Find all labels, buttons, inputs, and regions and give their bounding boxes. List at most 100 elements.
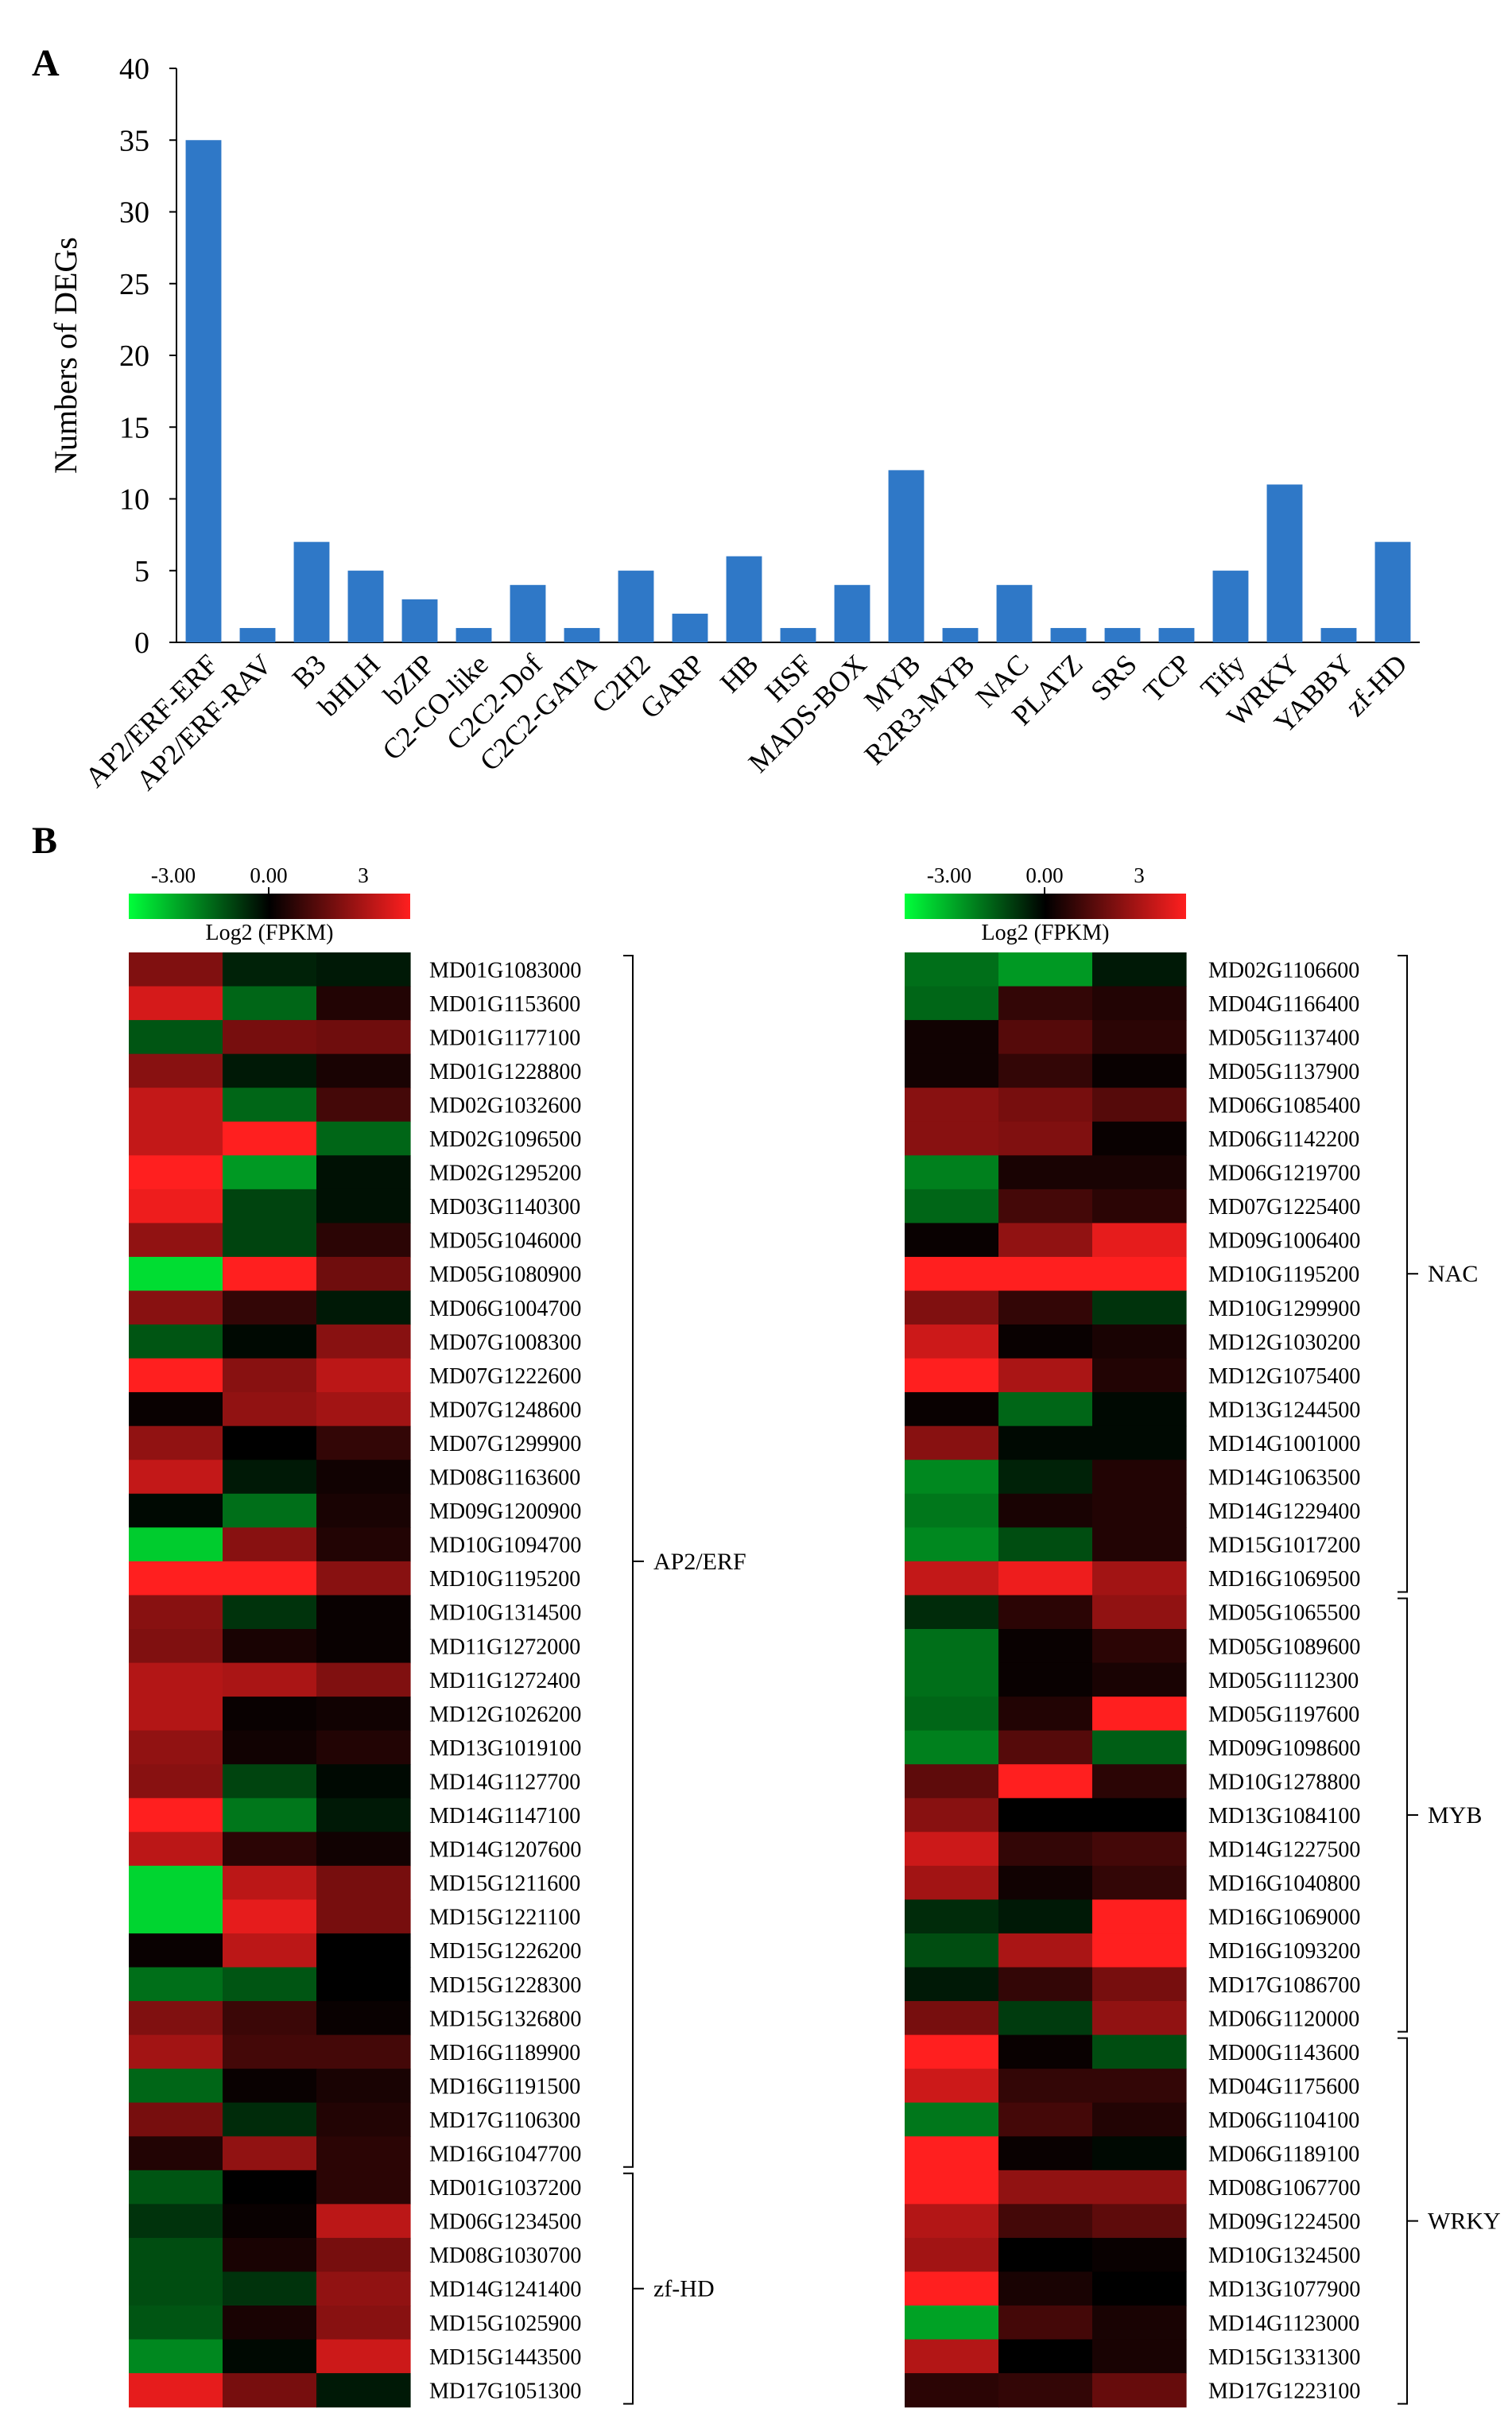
heatmap-cell <box>223 1121 317 1156</box>
gene-label: MD05G1089600 <box>1208 1635 1360 1659</box>
heatmap-cell <box>129 2373 223 2408</box>
gene-label: MD16G1040800 <box>1208 1871 1360 1896</box>
heatmap-cell <box>223 1662 317 1697</box>
heatmap-cell <box>316 1358 411 1393</box>
heatmap-cell <box>316 2339 411 2374</box>
gene-label: MD05G1197600 <box>1208 1702 1359 1727</box>
heatmap-cell <box>905 1629 999 1664</box>
heatmap-cell <box>129 2204 223 2239</box>
heatmap-cell <box>998 1697 1093 1732</box>
heatmap-cell <box>905 1088 999 1123</box>
heatmap-cell <box>316 1053 411 1088</box>
gene-label: MD07G1299900 <box>429 1432 581 1456</box>
heatmap-cell <box>129 1121 223 1156</box>
x-tick-label: bHLH <box>312 648 386 722</box>
group-label-myb: MYB <box>1428 1802 1482 1829</box>
heatmap-cell <box>1092 1020 1187 1055</box>
heatmap-cell <box>998 2373 1093 2408</box>
heatmap-cell <box>223 1899 317 1934</box>
heatmap-cell <box>316 1324 411 1359</box>
heatmap-cell <box>129 1256 223 1292</box>
heatmap-cell <box>998 1358 1093 1393</box>
bar-platz <box>1050 627 1087 642</box>
heatmap-cell <box>1092 2136 1187 2171</box>
heatmap-cell <box>1092 1290 1187 1325</box>
heatmap-cell <box>129 1764 223 1799</box>
heatmap-cell <box>998 1425 1093 1460</box>
gene-label: MD01G1037200 <box>429 2176 581 2201</box>
legend-tick-label: 3 <box>1134 863 1145 887</box>
heatmap-cell <box>998 1933 1093 1968</box>
heatmap-cell <box>129 1493 223 1528</box>
heatmap-cell <box>223 1324 317 1359</box>
heatmap-cell <box>905 2237 999 2273</box>
heatmap-cell <box>223 2237 317 2273</box>
heatmap-cell <box>905 2204 999 2239</box>
heatmap-cell <box>223 1392 317 1427</box>
heatmap-cell <box>1092 1324 1187 1359</box>
heatmap-cell <box>223 1764 317 1799</box>
gene-label: MD17G1223100 <box>1208 2379 1360 2403</box>
heatmap-cell <box>316 986 411 1021</box>
heatmap-cell <box>129 1629 223 1664</box>
gene-label: MD14G1063500 <box>1208 1466 1360 1491</box>
panel-b-letter: B <box>32 820 58 862</box>
heatmap-cell <box>1092 1460 1187 1495</box>
heatmap-cell <box>316 1493 411 1528</box>
bar-hb <box>726 556 762 642</box>
heatmap-cell <box>316 1460 411 1495</box>
heatmap-cell <box>905 1697 999 1732</box>
heatmap-cell <box>316 1764 411 1799</box>
heatmap-cell <box>223 1865 317 1900</box>
heatmap-cell <box>129 1527 223 1562</box>
gene-label: MD10G1195200 <box>429 1567 580 1592</box>
column-label-g24: G24 <box>250 2418 289 2420</box>
heatmap-cell <box>223 1730 317 1765</box>
heatmap-cell <box>129 1189 223 1224</box>
bar-ap2-erf-erf <box>185 140 222 642</box>
heatmap-cell <box>1092 2271 1187 2306</box>
heatmap-cell <box>998 1121 1093 1156</box>
heatmap-cell <box>905 1053 999 1088</box>
y-axis-title: Numbers of DEGs <box>48 237 83 474</box>
gene-label: MD06G1085400 <box>1208 1093 1360 1118</box>
gene-label: MD04G1175600 <box>1208 2074 1359 2099</box>
heatmap-cell <box>905 2136 999 2171</box>
y-tick-label: 20 <box>119 339 149 373</box>
heatmap-right: -3.00 0.00 3 Log2 (FPKM) MD02G1106600 MD04G11… <box>905 863 1501 2420</box>
heatmap-cell <box>1092 952 1187 987</box>
heatmap-cell <box>905 1527 999 1562</box>
gene-label: MD05G1137400 <box>1208 1026 1359 1050</box>
heatmap-cell <box>905 2373 999 2408</box>
heatmap-cell <box>129 1697 223 1732</box>
heatmap-cell <box>905 1865 999 1900</box>
heatmap-cell <box>998 1256 1093 1292</box>
heatmap-cell <box>905 2170 999 2205</box>
heatmap-cell <box>1092 1967 1187 2002</box>
heatmap-cell <box>129 1053 223 1088</box>
gene-label: MD10G1195200 <box>1208 1262 1359 1287</box>
heatmap-left: -3.00 0.00 3 Log2 (FPKM) MD01G1083000 MD01G11… <box>129 863 746 2420</box>
heatmap-cell <box>223 1155 317 1190</box>
heatmap-cell <box>316 1020 411 1055</box>
heatmap-cell <box>905 1392 999 1427</box>
heatmap-cell <box>905 1764 999 1799</box>
heatmap-cell <box>905 2102 999 2137</box>
heatmap-cell <box>998 1832 1093 1867</box>
heatmap-cell <box>316 2001 411 2036</box>
heatmap-cell <box>905 1933 999 1968</box>
legend-gradient-bar <box>129 894 410 919</box>
gene-label: MD07G1248600 <box>429 1398 581 1422</box>
heatmap-cell <box>129 952 223 987</box>
gene-label: MD10G1324500 <box>1208 2244 1360 2268</box>
heatmap-cell <box>129 1020 223 1055</box>
heatmap-cell <box>129 2102 223 2137</box>
heatmap-cell <box>129 2306 223 2340</box>
gene-label: MD10G1299900 <box>1208 1297 1360 1321</box>
gene-label: MD13G1084100 <box>1208 1804 1360 1829</box>
heatmap-cell <box>316 1933 411 1968</box>
heatmap-cell <box>129 1392 223 1427</box>
heatmap-cell <box>1092 1662 1187 1697</box>
gene-label: MD15G1326800 <box>429 2007 581 2031</box>
heatmap-cell <box>1092 1832 1187 1867</box>
